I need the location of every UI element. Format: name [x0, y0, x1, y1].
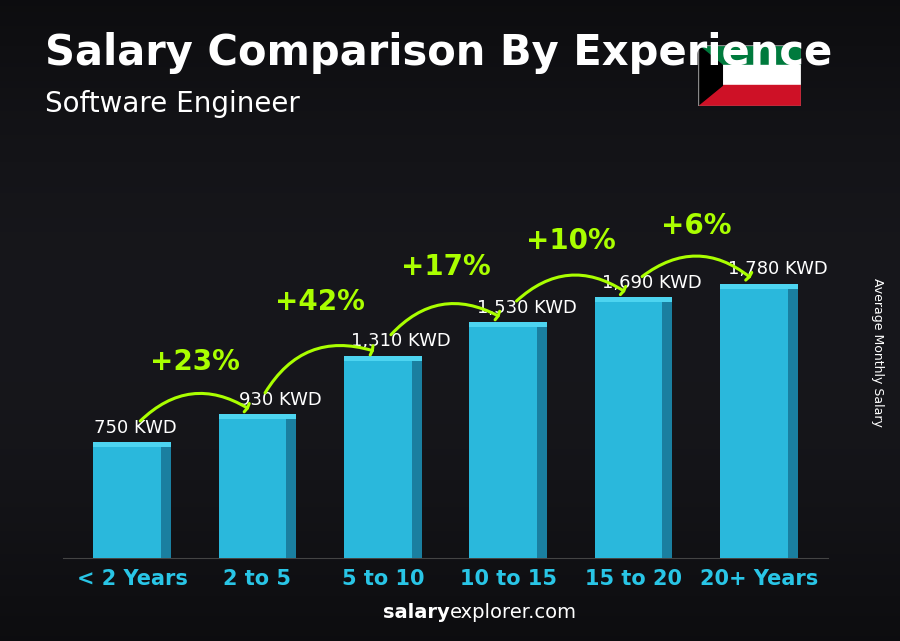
FancyBboxPatch shape [344, 356, 422, 361]
FancyBboxPatch shape [537, 322, 547, 558]
Text: +23%: +23% [149, 348, 239, 376]
Text: Average Monthly Salary: Average Monthly Salary [871, 278, 884, 427]
FancyBboxPatch shape [595, 297, 672, 558]
Text: +42%: +42% [275, 288, 365, 316]
Text: 1,530 KWD: 1,530 KWD [477, 299, 577, 317]
Text: explorer.com: explorer.com [450, 603, 577, 622]
Bar [698, 85, 801, 106]
FancyBboxPatch shape [469, 322, 547, 558]
FancyBboxPatch shape [161, 442, 171, 558]
FancyBboxPatch shape [219, 415, 296, 419]
Text: 1,690 KWD: 1,690 KWD [602, 274, 702, 292]
FancyBboxPatch shape [344, 356, 422, 558]
FancyBboxPatch shape [595, 297, 672, 303]
Bar [698, 45, 801, 65]
Bar [698, 65, 801, 85]
FancyBboxPatch shape [411, 356, 422, 558]
FancyBboxPatch shape [219, 415, 296, 558]
Text: 1,310 KWD: 1,310 KWD [351, 333, 451, 351]
FancyBboxPatch shape [788, 283, 798, 558]
Text: 750 KWD: 750 KWD [94, 419, 177, 437]
FancyBboxPatch shape [93, 442, 171, 447]
FancyBboxPatch shape [720, 283, 798, 558]
FancyBboxPatch shape [286, 415, 296, 558]
Text: Salary Comparison By Experience: Salary Comparison By Experience [45, 32, 832, 74]
Text: +10%: +10% [526, 227, 616, 255]
Polygon shape [698, 45, 723, 106]
Text: salary: salary [383, 603, 450, 622]
Text: 1,780 KWD: 1,780 KWD [728, 260, 827, 278]
FancyBboxPatch shape [720, 283, 798, 288]
FancyBboxPatch shape [662, 297, 672, 558]
FancyBboxPatch shape [469, 322, 547, 327]
Text: +6%: +6% [662, 212, 732, 240]
Text: 930 KWD: 930 KWD [238, 391, 321, 409]
Text: Software Engineer: Software Engineer [45, 90, 300, 118]
Text: +17%: +17% [400, 253, 490, 281]
FancyBboxPatch shape [93, 442, 171, 558]
